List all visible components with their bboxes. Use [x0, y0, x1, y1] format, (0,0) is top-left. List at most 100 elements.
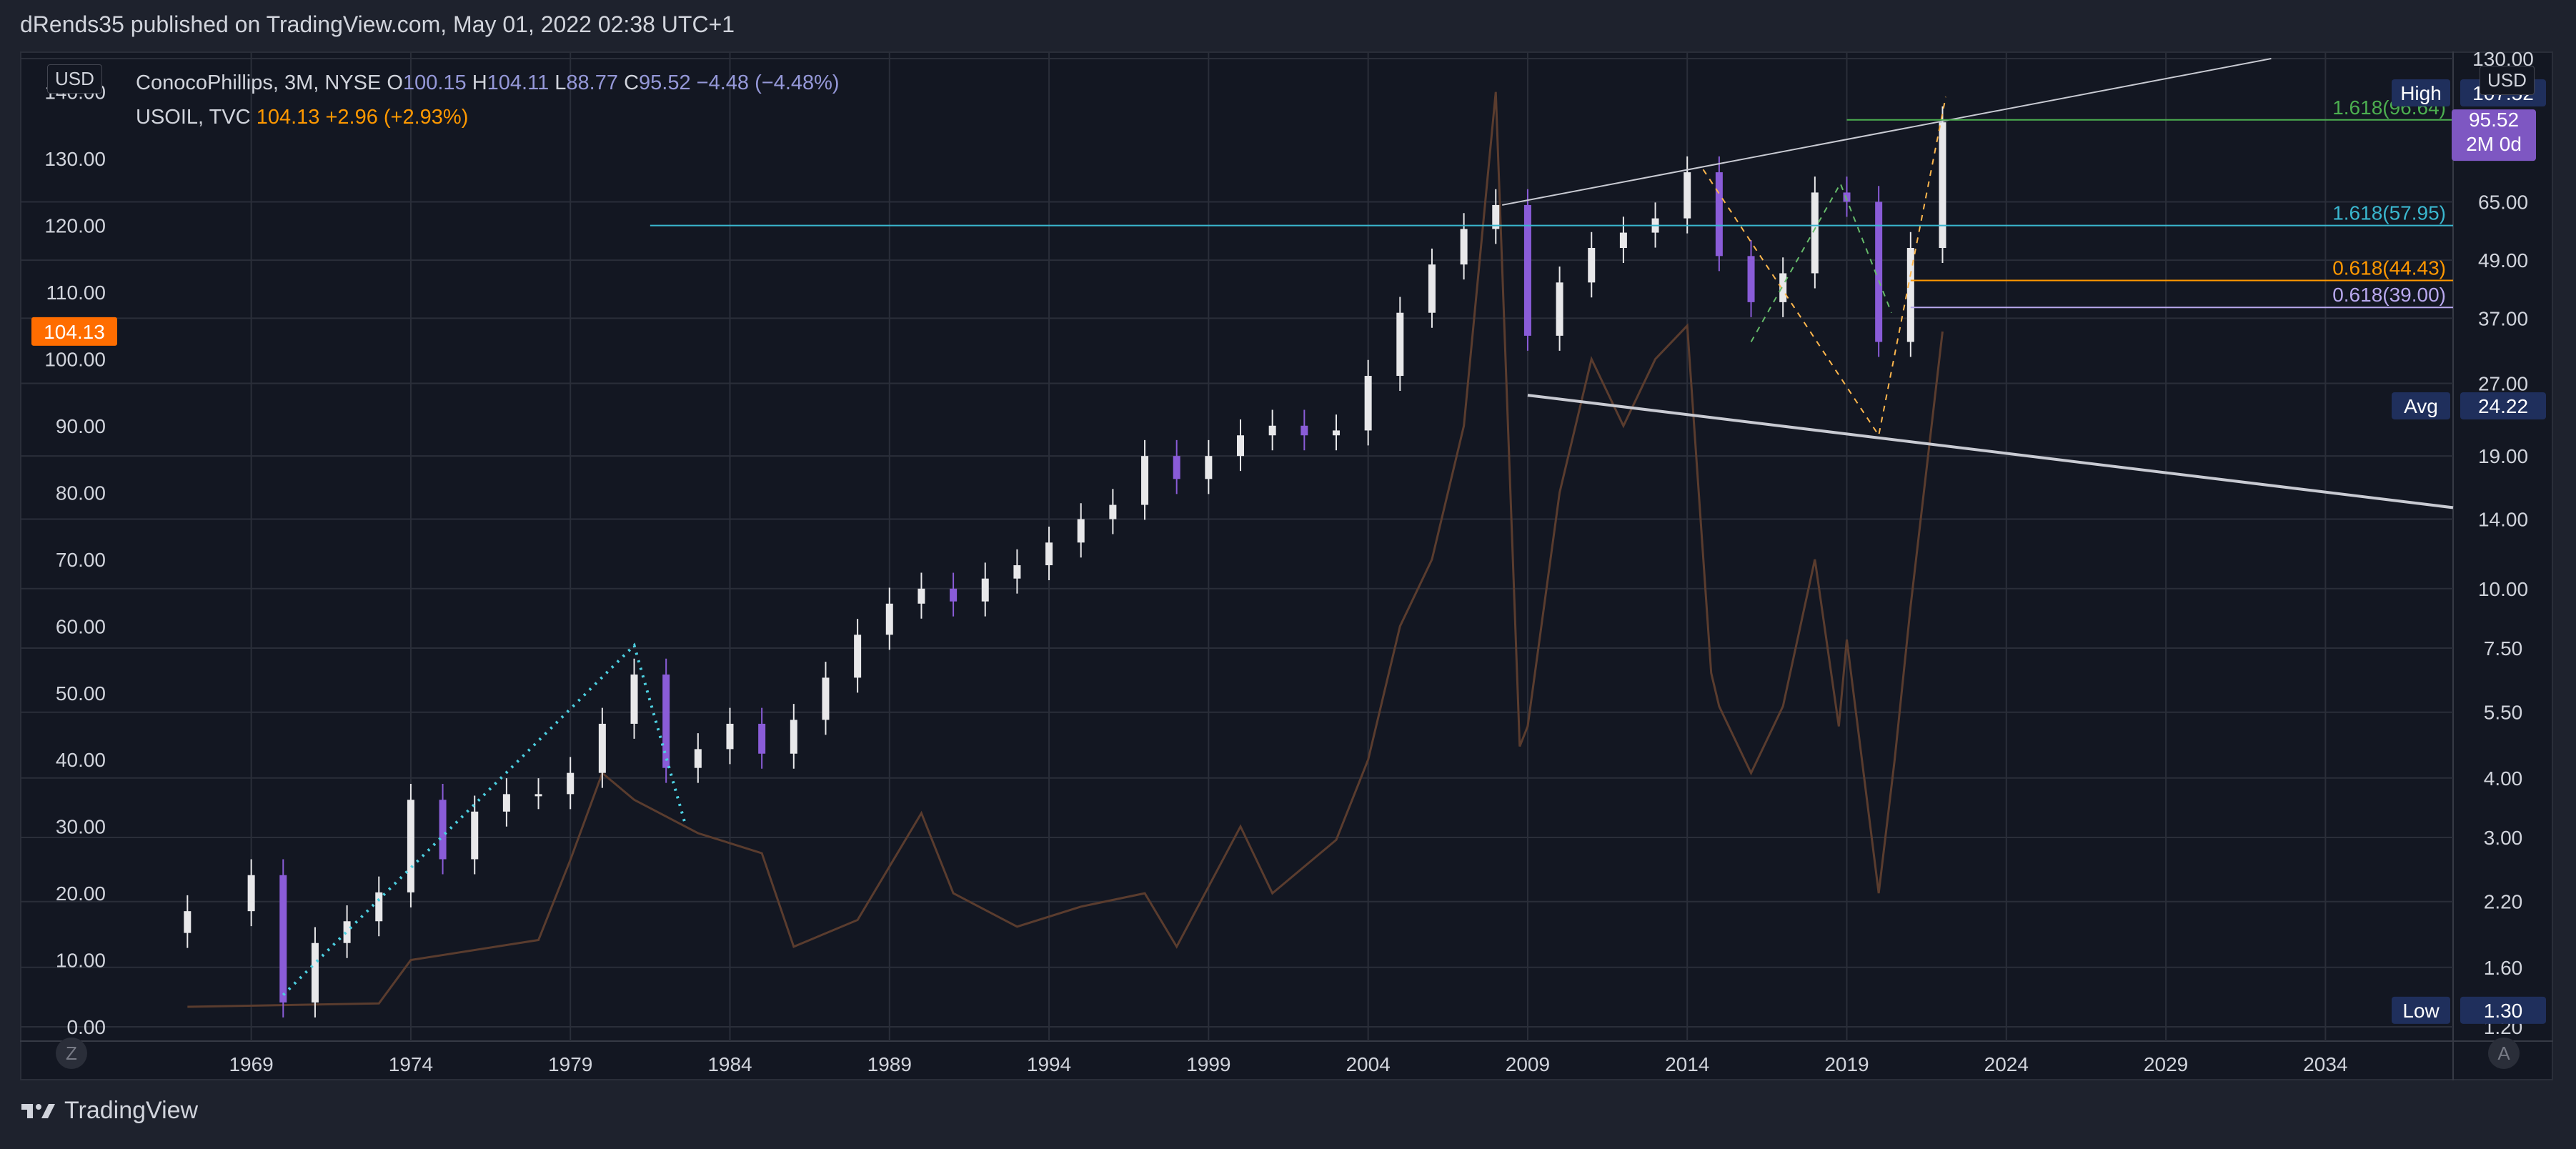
right-tick-label: 4.00: [2484, 767, 2523, 790]
fib-level-label: 1.618(57.95): [2332, 202, 2446, 224]
candle-body: [407, 800, 414, 892]
candle-body: [343, 921, 351, 943]
last-price-badge: 95.52: [2469, 109, 2519, 131]
candle-body: [1556, 282, 1563, 336]
left-tick-label: 130.00: [44, 148, 106, 170]
candle-body: [758, 723, 766, 754]
right-tick-label: 14.00: [2478, 508, 2528, 530]
x-tick-label: 2034: [2303, 1053, 2347, 1075]
right-tick-label: 7.50: [2484, 637, 2523, 660]
candle-body: [1875, 202, 1883, 342]
oil-series: [187, 91, 1944, 1008]
left-tick-label: 30.00: [56, 816, 106, 838]
candle-body: [567, 772, 575, 795]
candle-body: [1460, 229, 1468, 265]
left-tick-label: 0.00: [67, 1016, 106, 1038]
z-button[interactable]: Z: [56, 1038, 87, 1069]
legend-close-key: C: [624, 71, 640, 94]
candle-body: [598, 723, 606, 773]
right-currency-label[interactable]: USD: [2480, 66, 2535, 95]
tradingview-logo-icon: [21, 1103, 55, 1118]
candle-body: [1843, 192, 1851, 202]
candle-body: [1619, 232, 1627, 248]
legend-low: 88.77: [566, 71, 618, 94]
left-tick-label: 50.00: [56, 682, 106, 705]
chart-frame[interactable]: [20, 51, 2553, 1080]
low-label-bg: [2392, 996, 2450, 1024]
candle-body: [471, 811, 479, 860]
legend-oil-row: USOIL, TVC 104.13 +2.96 (+2.93%): [136, 100, 840, 134]
legend-oil-value: 104.13: [256, 106, 320, 129]
legend-low-key: L: [555, 71, 567, 94]
right-tick-label: 5.50: [2484, 702, 2523, 724]
legend-oil-change: +2.96 (+2.93%): [325, 106, 469, 129]
right-tick-label: 37.00: [2478, 307, 2528, 329]
x-tick-label: 1984: [707, 1053, 752, 1075]
right-tick-label: 3.00: [2484, 827, 2523, 849]
candle-body: [822, 677, 830, 720]
axis-ticks: 1969 1974 1979 1984 1989 1994 1999 2004 2009 2014…: [31, 51, 2546, 1075]
left-tick-label: 110.00: [46, 282, 106, 304]
right-tick-label: 27.00: [2478, 373, 2528, 395]
published-line: dRends35 published on TradingView.com, M…: [20, 11, 735, 37]
candle-body: [1173, 456, 1180, 479]
x-tick-label: 1974: [389, 1053, 433, 1075]
legend-oil-symbol: USOIL, TVC: [136, 106, 251, 129]
x-tick-label: 1969: [229, 1053, 273, 1075]
footer-brand[interactable]: TradingView: [20, 1097, 198, 1125]
right-tick-label: 49.00: [2478, 249, 2528, 272]
candle-body: [1811, 192, 1819, 274]
right-tick-label: 10.00: [2478, 578, 2528, 600]
candle-body: [1205, 456, 1213, 479]
a-button[interactable]: A: [2488, 1038, 2520, 1069]
drawing-tools: 1.618(96.64)1.618(57.95)0.618(44.43)0.61…: [282, 58, 2454, 996]
legend-change: −4.48 (−4.48%): [696, 71, 840, 94]
last-price-badge-bg: [2452, 109, 2536, 161]
left-tick-label: 10.00: [56, 950, 106, 972]
brand-name: TradingView: [64, 1097, 199, 1124]
x-tick-label: 1979: [548, 1053, 592, 1075]
left-tick-label: 20.00: [56, 882, 106, 905]
candle-body: [1523, 204, 1531, 336]
x-tick-label: 2014: [1665, 1053, 1709, 1075]
candle-body: [375, 892, 383, 922]
candle-body: [662, 674, 670, 768]
price-chart[interactable]: 1.618(96.64)1.618(57.95)0.618(44.43)0.61…: [20, 51, 2553, 1080]
x-tick-label: 2024: [1984, 1053, 2029, 1075]
candle-body: [279, 875, 287, 1003]
left-tick-label: 40.00: [56, 749, 106, 771]
candle-body: [694, 749, 702, 768]
legend-main-row: ConocoPhillips, 3M, NYSE O100.15 H104.11…: [136, 66, 840, 100]
low-value: 1.30: [2484, 1000, 2523, 1022]
candle-series: [184, 106, 1946, 1018]
candle-body: [1045, 542, 1053, 566]
left-tick-label: 120.00: [44, 215, 106, 237]
candle-body: [1939, 122, 1946, 248]
candle-body: [502, 794, 510, 812]
candle-body: [726, 723, 734, 750]
legend: ConocoPhillips, 3M, NYSE O100.15 H104.11…: [136, 66, 840, 134]
lower-trendline: [1527, 394, 2454, 509]
candle-body: [311, 942, 319, 1003]
x-tick-label: 2019: [1824, 1053, 1869, 1075]
abcd-dashed-line: [1702, 96, 1946, 437]
candle-body: [1364, 376, 1372, 431]
xabcd-dashed-line: [1750, 181, 1892, 343]
candle-body: [1013, 565, 1021, 579]
candle-body: [950, 588, 958, 602]
high-label: High: [2400, 82, 2442, 104]
candle-body: [247, 875, 255, 912]
low-label: Low: [2402, 1000, 2440, 1022]
candle-body: [1492, 204, 1500, 229]
last-price-badge: 2M 0d: [2466, 133, 2522, 155]
candle-body: [1906, 247, 1914, 342]
oil-line: [187, 91, 1944, 1008]
candle-body: [1141, 456, 1149, 505]
right-tick-label: 1.60: [2484, 957, 2523, 979]
x-tick-label: 2029: [2144, 1053, 2188, 1075]
left-tick-label: 70.00: [56, 549, 106, 571]
avg-label: Avg: [2404, 395, 2438, 417]
left-currency-label[interactable]: USD: [47, 64, 102, 94]
left-tick-label: 60.00: [56, 615, 106, 637]
left-tick-label: 80.00: [56, 482, 106, 504]
